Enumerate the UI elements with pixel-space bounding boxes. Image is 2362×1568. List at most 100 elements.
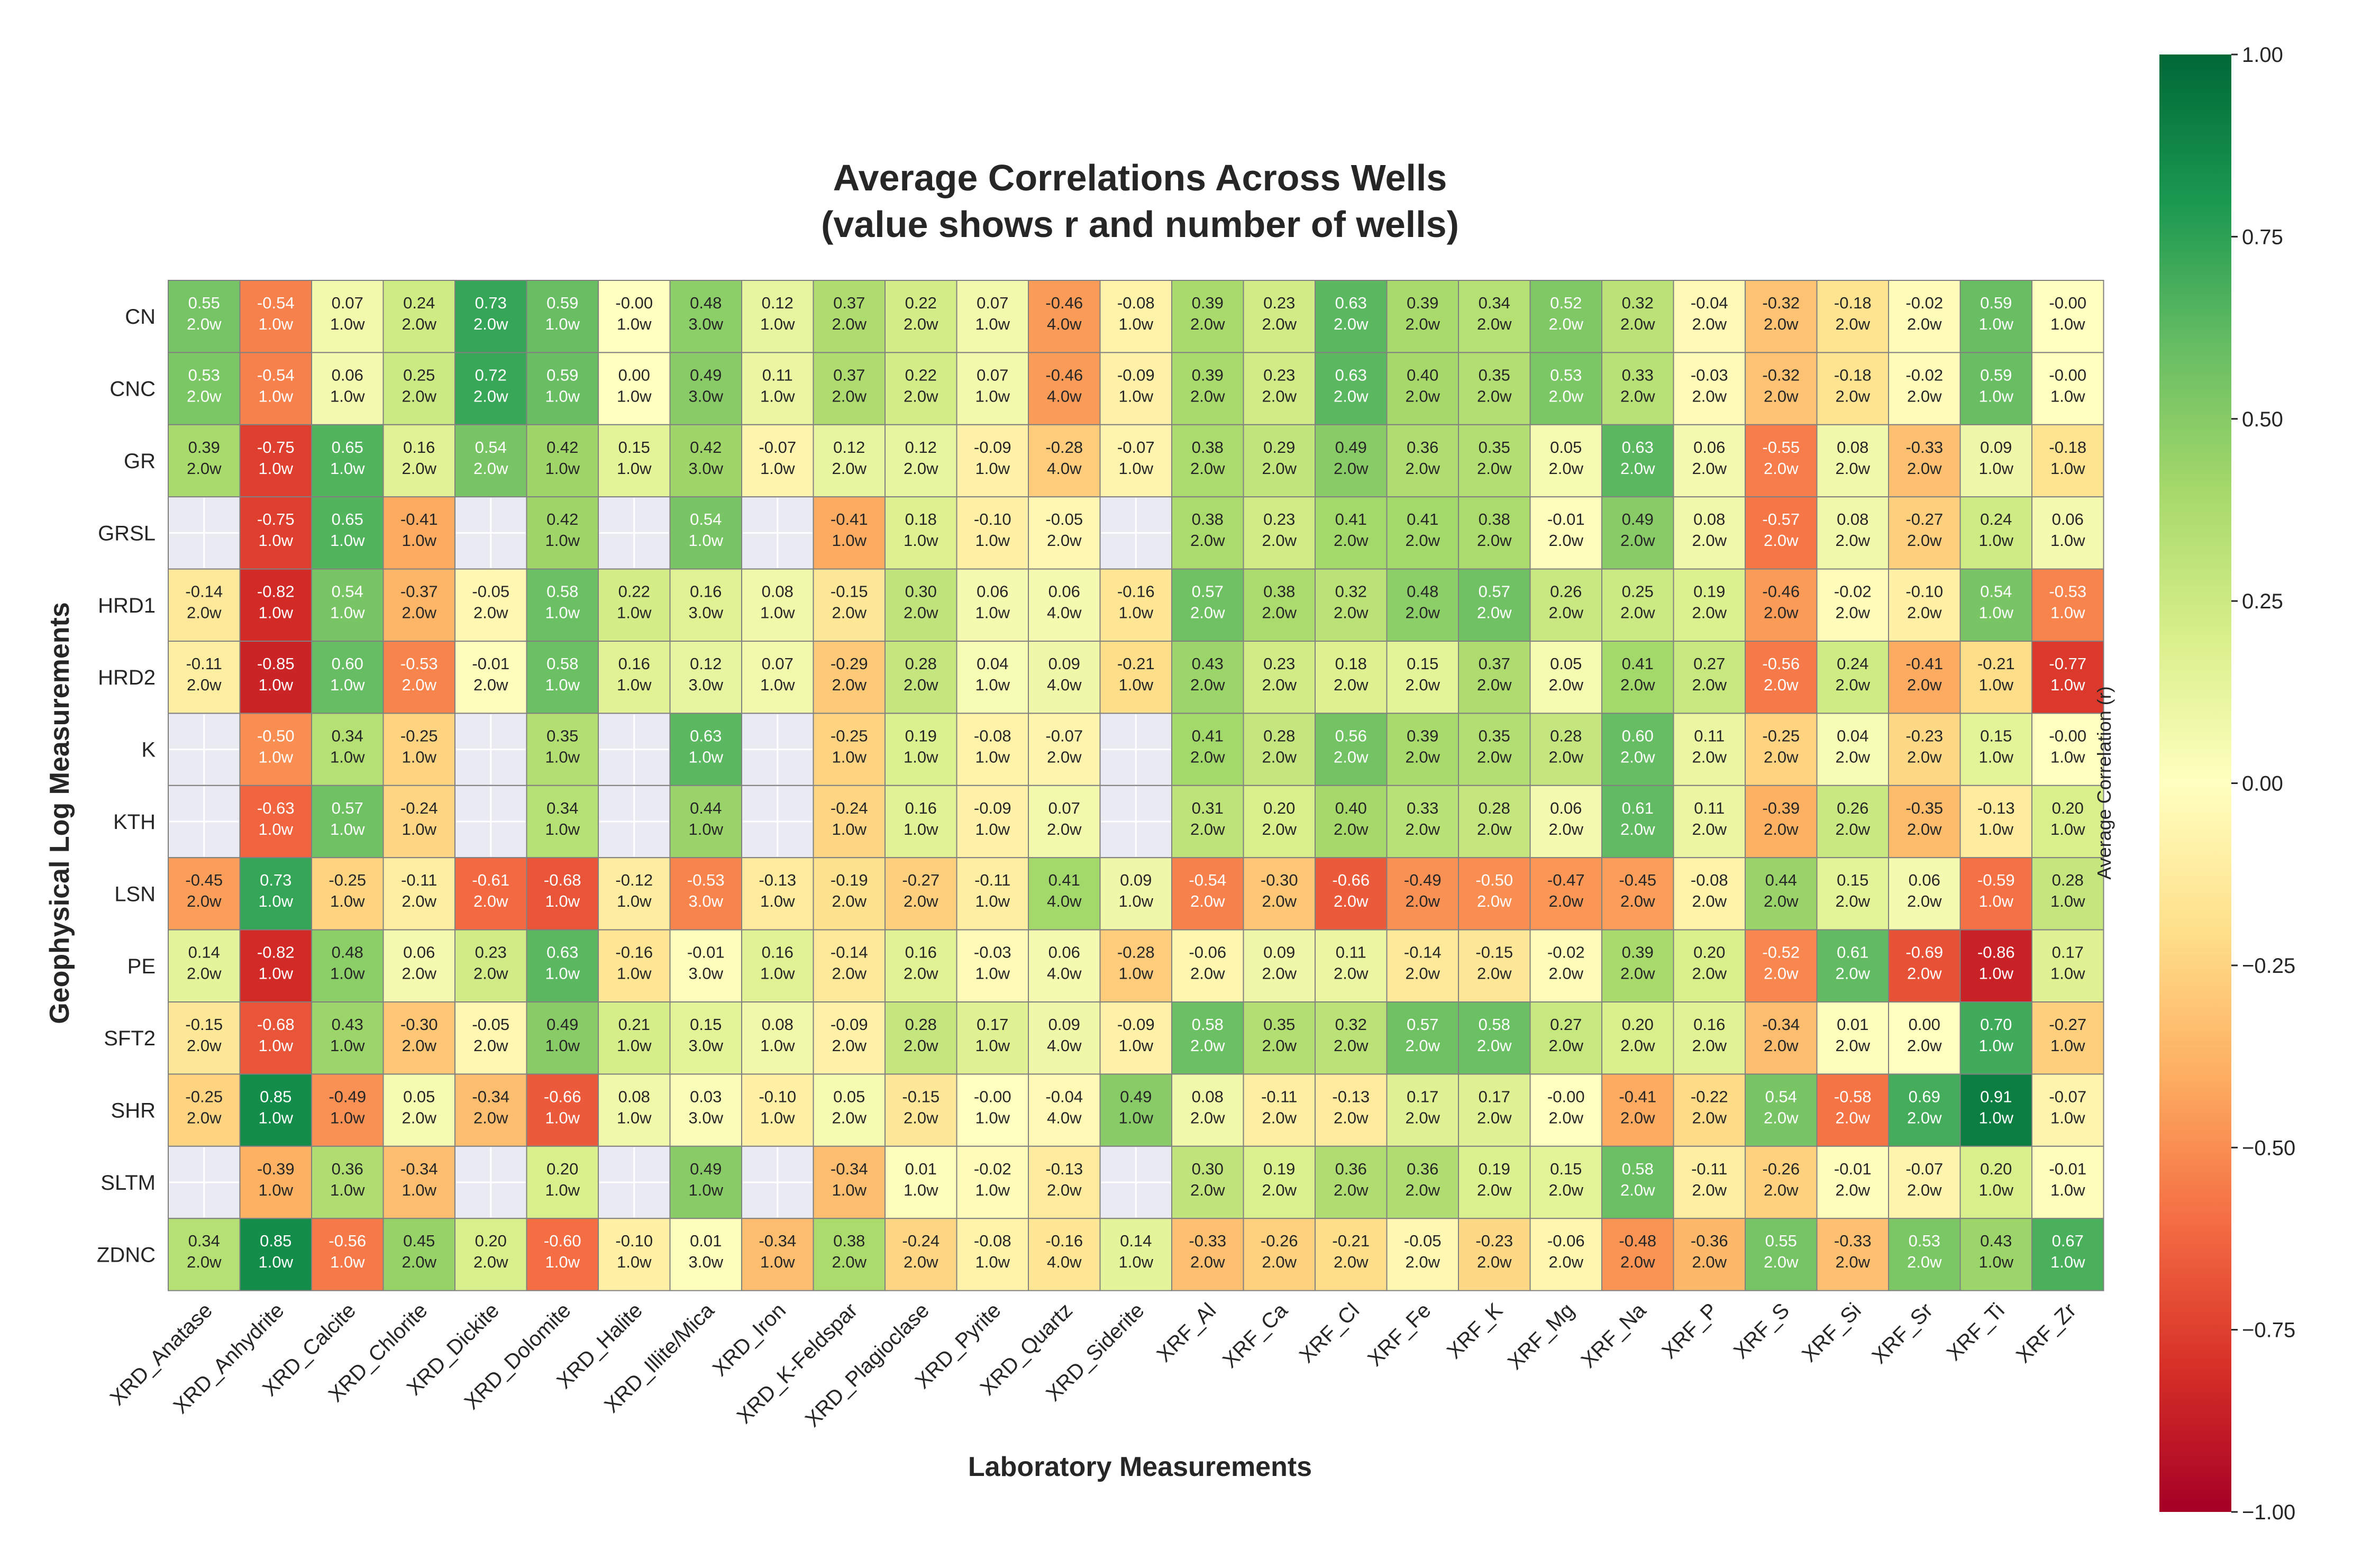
cell-wells-label: 4.0w <box>1047 676 1082 694</box>
cell-wells-label: 2.0w <box>904 315 938 333</box>
cell-wells-label: 1.0w <box>2050 676 2085 694</box>
cell-wells-label: 1.0w <box>2050 604 2085 622</box>
colorbar-tick: 0.75 <box>2231 225 2283 249</box>
cell-wells-label: 2.0w <box>1620 459 1655 478</box>
cell-wells-label: 1.0w <box>1119 1036 1154 1055</box>
cell-wells-label: 2.0w <box>1620 676 1655 694</box>
heatmap-cell: 0.05 2.0w <box>1529 424 1602 498</box>
cell-value-label: 0.44 <box>690 799 722 817</box>
cell-value-label: 0.07 <box>977 366 1008 384</box>
heatmap-cell: 0.04 2.0w <box>1816 713 1889 786</box>
cell-wells-label: 2.0w <box>1262 1181 1297 1199</box>
cell-wells-label: 4.0w <box>1047 315 1082 333</box>
cell-wells-label: 2.0w <box>1549 459 1584 478</box>
cell-value-label: 0.23 <box>1263 654 1295 673</box>
cell-value-label: 0.25 <box>403 366 435 384</box>
cell-value-label: 0.85 <box>260 1232 291 1250</box>
heatmap-cell: 0.43 1.0w <box>1959 1218 2032 1291</box>
heatmap-cell: -0.30 2.0w <box>382 1001 455 1075</box>
heatmap-cell: -0.11 2.0w <box>1243 1073 1316 1147</box>
cell-value-label: 0.06 <box>1693 438 1725 457</box>
heatmap-cell: 0.72 2.0w <box>454 352 527 425</box>
cell-value-label: 0.17 <box>977 1015 1008 1034</box>
heatmap-cell: 0.58 1.0w <box>526 641 599 714</box>
cell-wells-label: 2.0w <box>1836 676 1871 694</box>
cell-value-label: 0.15 <box>1550 1160 1582 1178</box>
cell-value-label: 0.17 <box>1479 1087 1510 1106</box>
cell-wells-label: 2.0w <box>1334 1253 1369 1271</box>
cell-value-label: 0.11 <box>1694 726 1725 745</box>
cell-wells-label: 2.0w <box>1549 604 1584 622</box>
heatmap-cell: 0.35 2.0w <box>1458 352 1531 425</box>
heatmap-cell: -0.26 2.0w <box>1745 1145 1818 1219</box>
cell-value-label: 0.16 <box>762 943 794 962</box>
heatmap-cell: -0.26 2.0w <box>1243 1218 1316 1291</box>
x-tick-label: XRF_Si <box>1798 1299 1866 1367</box>
heatmap-cell <box>1099 713 1172 786</box>
cell-wells-label: 1.0w <box>545 604 580 622</box>
y-tick-label: HRD1 <box>98 594 156 617</box>
colorbar-tick: 0.50 <box>2231 408 2283 431</box>
cell-value-label: -0.24 <box>400 799 438 817</box>
cell-wells-label: 1.0w <box>1979 1253 2014 1271</box>
heatmap-cell <box>168 713 241 786</box>
cell-value-label: 0.08 <box>1192 1087 1224 1106</box>
cell-value-label: -0.18 <box>1834 294 1872 312</box>
heatmap-cell: -0.55 2.0w <box>1745 424 1818 498</box>
cell-wells-label: 1.0w <box>330 531 365 550</box>
heatmap-cell: 0.85 1.0w <box>239 1218 312 1291</box>
heatmap-cell: -0.04 2.0w <box>1673 280 1746 353</box>
cell-value-label: 0.16 <box>905 943 937 962</box>
heatmap-cell: 0.12 1.0w <box>741 280 814 353</box>
cell-wells-label: 2.0w <box>1406 604 1440 622</box>
heatmap-cell: -0.45 2.0w <box>168 857 241 931</box>
cell-value-label: -0.13 <box>1045 1160 1083 1178</box>
heatmap-cell: -0.77 1.0w <box>2031 641 2104 714</box>
cell-wells-label: 2.0w <box>1692 820 1727 838</box>
cell-wells-label: 2.0w <box>402 676 437 694</box>
cell-wells-label: 2.0w <box>1477 387 1512 405</box>
cell-wells-label: 2.0w <box>1549 1253 1584 1271</box>
cell-value-label: -0.15 <box>1475 943 1513 962</box>
heatmap-cell: 0.00 1.0w <box>598 352 671 425</box>
cell-wells-label: 1.0w <box>259 1181 294 1199</box>
cell-value-label: 0.19 <box>1263 1160 1295 1178</box>
cell-wells-label: 2.0w <box>1190 604 1225 622</box>
cell-value-label: -0.15 <box>185 1015 223 1034</box>
cell-value-label: -0.22 <box>1691 1087 1728 1106</box>
heatmap-cell: 0.29 2.0w <box>1243 424 1316 498</box>
heatmap-cell: 0.63 2.0w <box>1315 352 1388 425</box>
cell-value-label: 0.28 <box>905 1015 937 1034</box>
colorbar-tick: −1.00 <box>2231 1501 2295 1524</box>
cell-value-label: 0.22 <box>905 294 937 312</box>
cell-value-label: -0.24 <box>831 799 868 817</box>
cell-wells-label: 1.0w <box>259 531 294 550</box>
cell-wells-label: 2.0w <box>1477 892 1512 910</box>
cell-wells-label: 2.0w <box>1190 676 1225 694</box>
cell-value-label: 0.67 <box>2052 1232 2084 1250</box>
heatmap-cell: 0.07 1.0w <box>956 352 1029 425</box>
colorbar-tick-label: 0.50 <box>2242 408 2283 431</box>
cell-wells-label: 2.0w <box>904 676 938 694</box>
cell-value-label: 0.61 <box>1837 943 1868 962</box>
cell-wells-label: 1.0w <box>330 747 365 766</box>
cell-value-label: 0.00 <box>618 366 650 384</box>
heatmap-cell: -0.82 1.0w <box>239 929 312 1002</box>
heatmap-cell: -0.75 1.0w <box>239 496 312 570</box>
cell-wells-label: 1.0w <box>975 820 1010 838</box>
cell-wells-label: 2.0w <box>904 1108 938 1127</box>
heatmap-cell: -0.30 2.0w <box>1243 857 1316 931</box>
heatmap-cell: -0.09 2.0w <box>813 1001 886 1075</box>
cell-value-label: -0.54 <box>257 294 295 312</box>
heatmap-cell: 0.09 1.0w <box>1099 857 1172 931</box>
cell-wells-label: 1.0w <box>259 604 294 622</box>
heatmap-cell: 0.33 2.0w <box>1386 785 1459 859</box>
heatmap-cell: 0.27 2.0w <box>1529 1001 1602 1075</box>
heatmap-cell: 0.08 2.0w <box>1816 424 1889 498</box>
heatmap-cell: -0.14 2.0w <box>1386 929 1459 1002</box>
cell-value-label: 0.23 <box>1263 366 1295 384</box>
cell-value-label: 0.63 <box>1335 294 1367 312</box>
cell-wells-label: 1.0w <box>760 315 795 333</box>
cell-wells-label: 2.0w <box>832 964 867 983</box>
heatmap-cell: 0.60 1.0w <box>311 641 384 714</box>
